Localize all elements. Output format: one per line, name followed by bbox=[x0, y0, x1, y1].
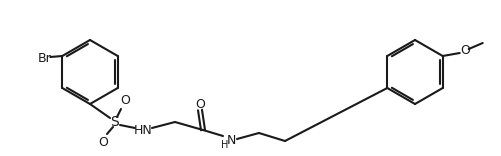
Text: O: O bbox=[120, 95, 130, 107]
Text: O: O bbox=[460, 44, 469, 58]
Text: Br: Br bbox=[38, 51, 51, 64]
Text: O: O bbox=[195, 98, 205, 112]
Text: O: O bbox=[98, 136, 108, 149]
Text: N: N bbox=[226, 134, 235, 148]
Text: H: H bbox=[221, 140, 228, 150]
Text: S: S bbox=[111, 115, 119, 129]
Text: HN: HN bbox=[134, 124, 152, 136]
